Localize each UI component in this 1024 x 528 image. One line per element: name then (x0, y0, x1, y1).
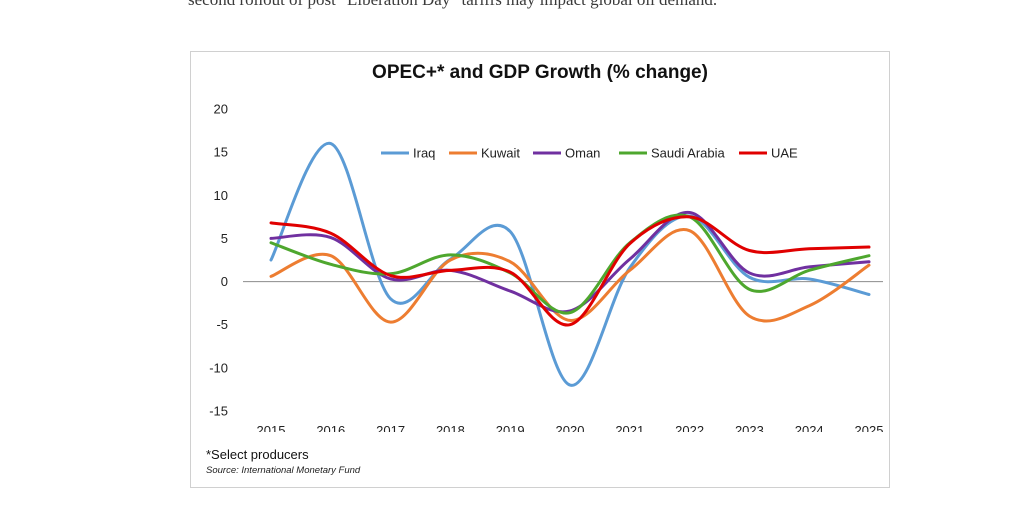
series-lines (269, 142, 871, 387)
series-line-uae (269, 215, 871, 327)
y-tick-label: 0 (221, 274, 228, 289)
legend-label: Iraq (413, 146, 435, 161)
series-line-kuwait (269, 228, 871, 324)
article-text-line: second rollout of post "Liberation Day" … (188, 0, 717, 10)
x-tick-label: 2024 (795, 423, 824, 432)
y-tick-label: 20 (214, 102, 228, 117)
x-tick-label: 2021 (615, 423, 644, 432)
x-tick-label: 2023 (735, 423, 764, 432)
x-tick-label: 2019 (496, 423, 525, 432)
y-tick-label: 5 (221, 231, 228, 246)
x-axis-ticks: 2015 2016 2017 2018 2019 2020 2021 2022 2023 2024… (257, 423, 884, 432)
y-tick-label: -5 (216, 317, 228, 332)
legend-label: Kuwait (481, 146, 520, 161)
series-line-saudi-arabia (269, 213, 871, 315)
legend: Iraq Kuwait Oman Saudi Arabia UAE (381, 146, 798, 161)
y-tick-label: -15 (209, 404, 228, 419)
x-tick-label: 2015 (257, 423, 286, 432)
y-tick-label: -10 (209, 360, 228, 375)
chart-container: OPEC+* and GDP Growth (% change) 20 15 10 5… (190, 51, 890, 488)
x-tick-label: 2018 (436, 423, 465, 432)
x-tick-label: 2020 (556, 423, 585, 432)
legend-label: Saudi Arabia (651, 146, 725, 161)
x-tick-label: 2025 (855, 423, 884, 432)
chart-source: Source: International Monetary Fund (206, 465, 361, 476)
y-tick-label: 10 (214, 188, 228, 203)
series-line-iraq (269, 142, 871, 387)
x-tick-label: 2017 (376, 423, 405, 432)
legend-label: UAE (771, 146, 798, 161)
x-tick-label: 2022 (675, 423, 704, 432)
chart-footnote: *Select producers (206, 447, 309, 462)
chart-title: OPEC+* and GDP Growth (% change) (372, 62, 708, 83)
y-axis-ticks: 20 15 10 5 0 -5 -10 -15 (209, 102, 228, 419)
x-tick-label: 2016 (316, 423, 345, 432)
y-tick-label: 15 (214, 145, 228, 160)
series-line-oman (269, 211, 871, 314)
legend-label: Oman (565, 146, 600, 161)
